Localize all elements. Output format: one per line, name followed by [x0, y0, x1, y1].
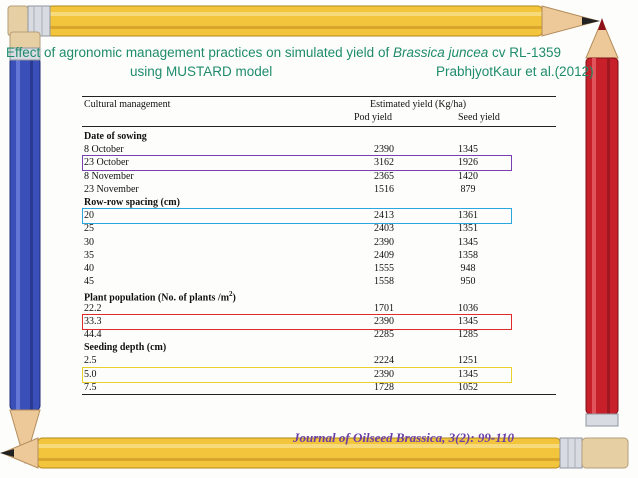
col-header-pod-yield: Pod yield	[354, 112, 393, 123]
col-header-cultural-management: Cultural management	[84, 99, 171, 110]
row-label: 23 October	[84, 157, 129, 169]
col-header-estimated-yield: Estimated yield (Kg/ha)	[370, 99, 467, 110]
table-header-rule	[82, 126, 556, 127]
pod-yield-cell: 1516	[374, 183, 394, 195]
seed-yield-cell: 1052	[458, 381, 478, 393]
row-highlight-box	[82, 155, 512, 172]
row-highlight-box	[82, 313, 512, 330]
pod-yield-cell: 1701	[374, 302, 394, 314]
pod-yield-cell: 2285	[374, 329, 394, 340]
table-row: 33.3 2390 1345	[82, 315, 556, 328]
seed-yield-cell: 948	[460, 263, 476, 274]
table-row: 23 November 1516 879	[82, 183, 556, 196]
seed-yield-cell: 1345	[458, 315, 478, 327]
row-label: 5.0	[84, 368, 97, 380]
top-yellow-pencil-icon	[7, 5, 600, 37]
pod-yield-cell: 2409	[374, 249, 394, 261]
section-heading-row: Date of sowing	[82, 130, 556, 143]
pod-yield-cell: 2413	[374, 210, 394, 222]
pod-yield-cell: 2403	[374, 223, 394, 235]
table-row: 8 November 2365 1420	[82, 170, 556, 183]
table-row: 5.0 2390 1345	[82, 368, 556, 381]
table-row: 7.5 1728 1052	[82, 381, 556, 394]
seed-yield-cell: 950	[460, 276, 476, 288]
pod-yield-cell: 1728	[374, 381, 394, 393]
section-heading: Seeding depth (cm)	[84, 342, 167, 354]
row-label: 35	[84, 249, 94, 261]
title-line-2-model: using MUSTARD model	[130, 64, 273, 79]
table-row: 20 2413 1361	[82, 209, 556, 222]
seed-yield-cell: 1345	[458, 368, 478, 380]
table-row: 8 October 2390 1345	[82, 143, 556, 156]
table-row: 2.5 2224 1251	[82, 354, 556, 367]
section-heading: Plant population (No. of plants /m2)	[84, 290, 236, 304]
section-heading: Date of sowing	[84, 131, 147, 142]
table-row: 23 October 3162 1926	[82, 156, 556, 169]
table-top-rule	[82, 96, 556, 97]
row-highlight-box	[82, 366, 512, 383]
right-red-pencil-icon	[585, 18, 619, 427]
seed-yield-cell: 1420	[458, 170, 478, 182]
left-blue-pencil-icon	[9, 31, 41, 464]
pod-yield-cell: 3162	[374, 157, 394, 169]
title-line-2-author: PrabhjyotKaur et al.(2012)	[436, 64, 594, 79]
row-highlight-box	[82, 208, 512, 225]
pod-yield-cell: 2390	[374, 315, 394, 327]
bottom-yellow-pencil-icon	[0, 437, 629, 469]
row-label: 2.5	[84, 355, 97, 367]
row-label: 7.5	[84, 381, 97, 393]
row-label: 40	[84, 263, 94, 274]
seed-yield-cell: 1345	[458, 144, 478, 156]
seed-yield-cell: 1361	[458, 210, 478, 222]
pod-yield-cell: 2390	[374, 236, 394, 248]
seed-yield-cell: 1926	[458, 157, 478, 169]
table-row: 22.2 1701 1036	[82, 302, 556, 315]
table-row: 44.4 2285 1285	[82, 328, 556, 341]
pod-yield-cell: 2390	[374, 368, 394, 380]
row-label: 22.2	[84, 302, 102, 314]
row-label: 8 October	[84, 144, 124, 156]
row-label: 33.3	[84, 315, 102, 327]
seed-yield-cell: 1251	[458, 355, 478, 367]
species-name: Brassica juncea	[392, 45, 489, 60]
table-bottom-rule	[82, 394, 556, 395]
col-header-seed-yield: Seed yield	[458, 112, 500, 123]
pod-yield-cell: 1558	[374, 276, 394, 288]
table-row: 35 2409 1358	[82, 249, 556, 262]
row-label: 23 November	[84, 183, 139, 195]
title-line-1: Effect of agronomic management practices…	[6, 45, 562, 60]
pod-yield-cell: 2365	[374, 170, 394, 182]
section-heading-row: Row-row spacing (cm)	[82, 196, 556, 209]
table-row: 30 2390 1345	[82, 236, 556, 249]
table-row: 25 2403 1351	[82, 222, 556, 235]
seed-yield-cell: 1358	[458, 249, 478, 261]
row-label: 30	[84, 236, 94, 248]
citation: Journal of Oilseed Brassica, 3(2): 99-11…	[293, 430, 514, 445]
row-label: 44.4	[84, 329, 102, 340]
row-label: 20	[84, 210, 94, 222]
pod-yield-cell: 2224	[374, 355, 394, 367]
seed-yield-cell: 1351	[458, 223, 478, 235]
pod-yield-cell: 1555	[374, 263, 394, 274]
seed-yield-cell: 1285	[458, 329, 478, 340]
row-label: 25	[84, 223, 94, 235]
pod-yield-cell: 2390	[374, 144, 394, 156]
section-heading-row: Plant population (No. of plants /m2)	[82, 288, 556, 304]
section-heading: Row-row spacing (cm)	[84, 197, 180, 208]
table-row: 40 1555 948	[82, 262, 556, 275]
section-heading-row: Seeding depth (cm)	[82, 341, 556, 354]
row-label: 8 November	[84, 170, 134, 182]
seed-yield-cell: 1036	[458, 302, 478, 314]
table-row: 45 1558 950	[82, 275, 556, 288]
row-label: 45	[84, 276, 94, 288]
seed-yield-cell: 1345	[458, 236, 478, 248]
seed-yield-cell: 879	[460, 183, 476, 195]
